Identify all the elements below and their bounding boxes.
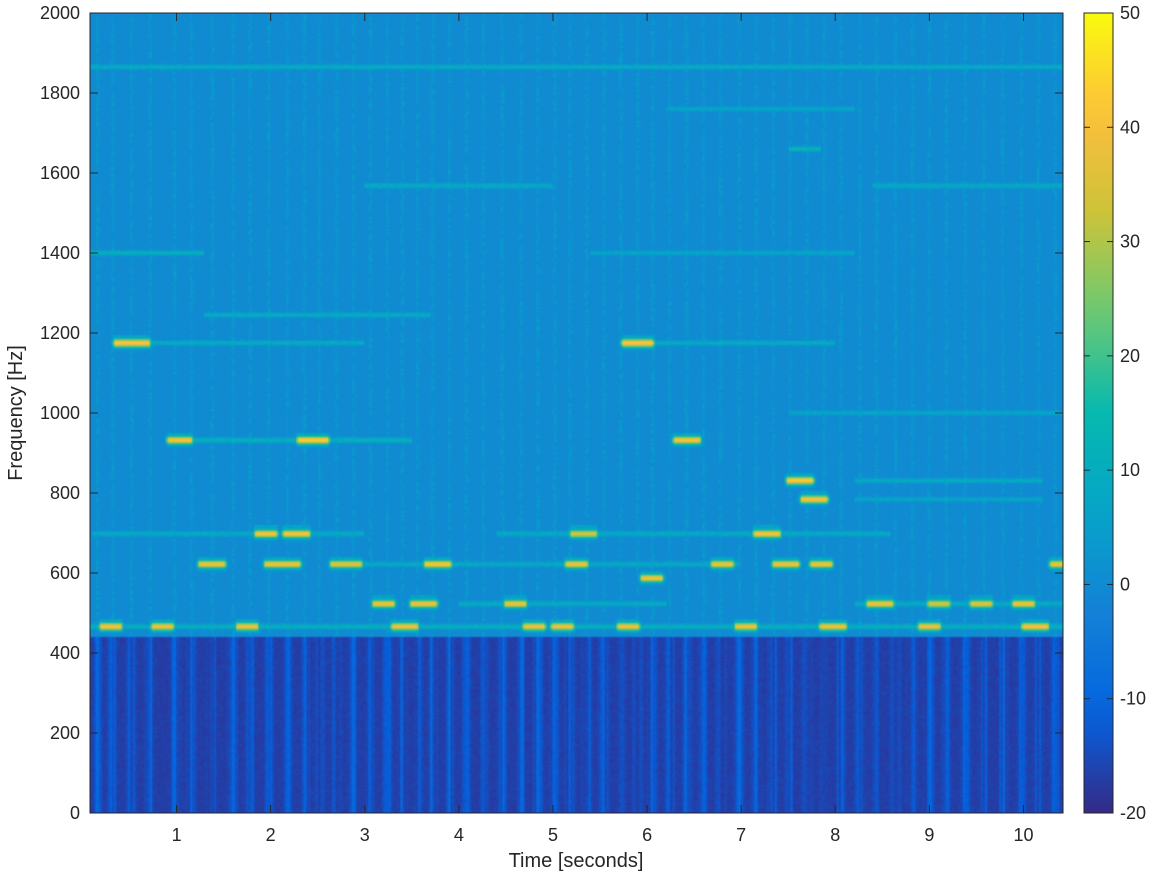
x-tick-label: 2 <box>266 825 276 845</box>
y-tick-label: 1800 <box>40 83 80 103</box>
spectrogram-plot-area <box>89 12 1064 814</box>
y-tick-label: 2000 <box>40 3 80 23</box>
x-tick-label: 5 <box>548 825 558 845</box>
spectrogram-heatmap <box>90 13 1063 813</box>
colorbar-tick-label: 40 <box>1120 117 1140 137</box>
colorbar-tick-label: 30 <box>1120 232 1140 252</box>
colorbar-tick-label: -20 <box>1120 803 1146 823</box>
colorbar-frame <box>1083 12 1114 814</box>
colorbar-ticks: -20 -10 0 10 20 30 40 50 <box>1084 3 1146 823</box>
colorbar-tick-label: 10 <box>1120 460 1140 480</box>
y-tick-label: 0 <box>70 803 80 823</box>
x-axis-label: Time [seconds] <box>509 850 644 872</box>
colorbar-tick-label: 20 <box>1120 346 1140 366</box>
y-tick-label: 400 <box>50 643 80 663</box>
y-tick-label: 1000 <box>40 403 80 423</box>
colorbar-tick-label: 50 <box>1120 3 1140 23</box>
x-tick-label: 6 <box>642 825 652 845</box>
y-tick-label: 1200 <box>40 323 80 343</box>
x-tick-label: 8 <box>830 825 840 845</box>
colorbar-gradient <box>1084 13 1113 813</box>
y-axis-ticks: 0 200 400 600 800 1000 1200 1400 1600 1800 2000 <box>40 3 1063 823</box>
y-tick-label: 800 <box>50 483 80 503</box>
x-tick-label: 9 <box>924 825 934 845</box>
x-axis-ticks: 1 2 3 4 5 6 7 8 9 10 <box>172 13 1033 845</box>
y-tick-label: 600 <box>50 563 80 583</box>
colorbar-tick-label: -10 <box>1120 689 1146 709</box>
y-axis-label: Frequency [Hz] <box>5 345 27 481</box>
colorbar-tick-label: 0 <box>1120 574 1130 594</box>
x-tick-label: 1 <box>172 825 182 845</box>
x-tick-label: 4 <box>454 825 464 845</box>
x-tick-label: 10 <box>1013 825 1033 845</box>
y-tick-label: 200 <box>50 723 80 743</box>
y-tick-label: 1400 <box>40 243 80 263</box>
x-tick-label: 7 <box>736 825 746 845</box>
x-tick-label: 3 <box>360 825 370 845</box>
colorbar: -20 -10 0 10 20 30 40 50 <box>1083 3 1146 823</box>
y-tick-label: 1600 <box>40 163 80 183</box>
